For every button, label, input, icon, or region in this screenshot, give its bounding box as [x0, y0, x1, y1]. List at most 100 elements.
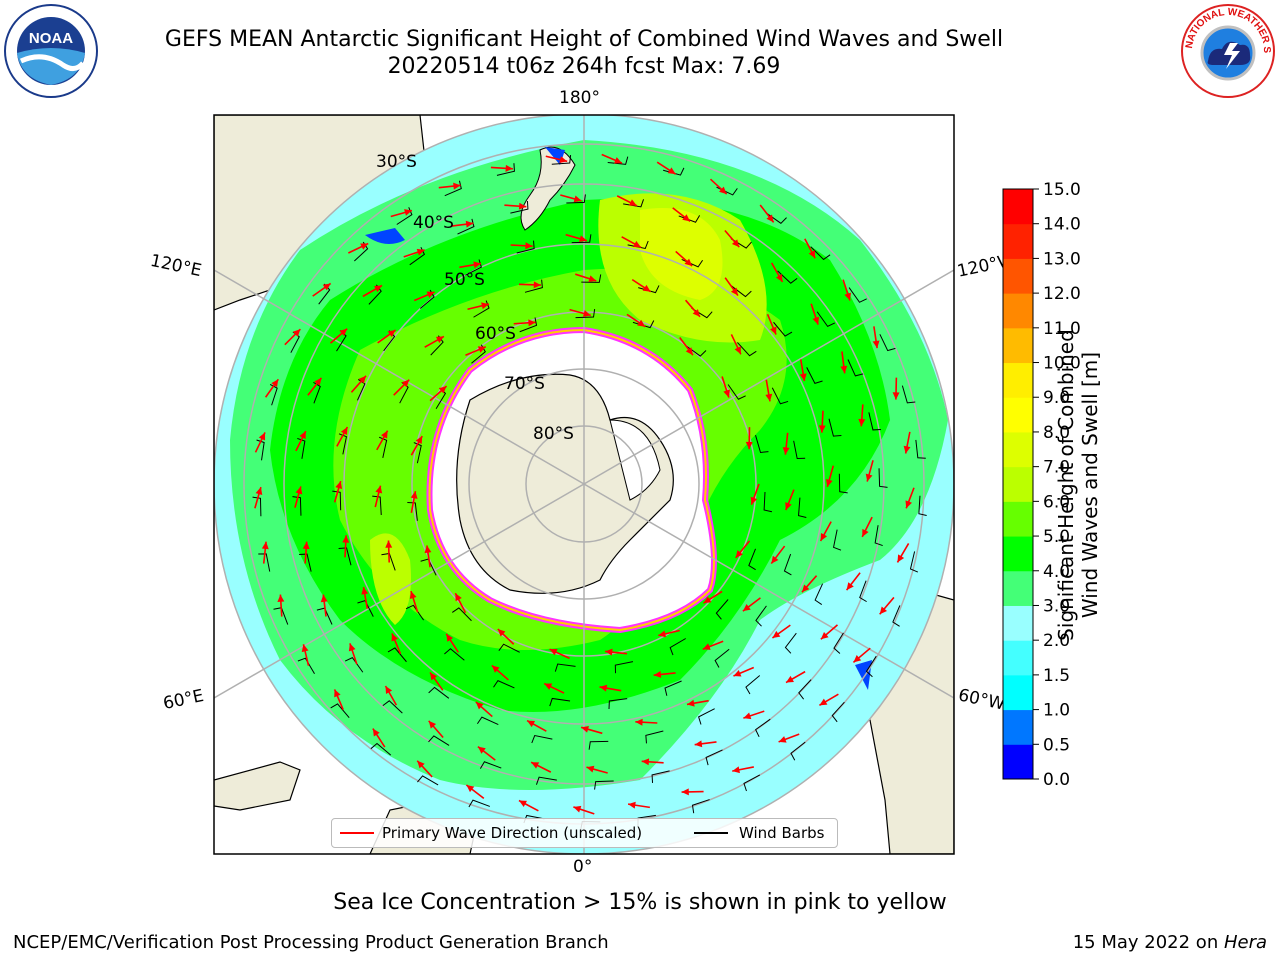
colorbar-tick-label: 0.0	[1043, 770, 1070, 790]
wind-barb	[519, 317, 538, 333]
sea-ice-note: Sea Ice Concentration > 15% is shown in …	[333, 890, 947, 915]
wave-arrow-head	[475, 701, 484, 710]
wave-arrow-head	[295, 486, 303, 495]
colorbar-tick-label: 1.5	[1043, 666, 1070, 686]
wave-arrow-head	[348, 643, 356, 652]
wind-barb	[516, 240, 535, 254]
colorbar-swatch	[1003, 570, 1033, 606]
wave-arrow-head	[775, 274, 783, 283]
wind-barb	[810, 246, 831, 261]
lat-label-60s: 60°S	[475, 324, 516, 344]
wind-barb	[771, 387, 789, 405]
colorbar-swatch	[1003, 536, 1033, 572]
wave-arrow-head	[681, 788, 689, 796]
wave-arrow-head	[417, 760, 425, 769]
colorbar-swatch	[1003, 674, 1033, 711]
wind-barb	[297, 437, 306, 459]
wave-arrow-head	[743, 712, 752, 720]
wind-barb	[790, 741, 806, 761]
wind-barb	[409, 246, 426, 266]
lat-label-50s: 50°S	[444, 270, 485, 290]
lat-label-80s: 80°S	[533, 424, 574, 444]
wave-arrow-head	[605, 648, 613, 656]
wave-arrow-head	[271, 379, 279, 388]
wind-barb	[737, 342, 757, 357]
wave-arrow-head	[632, 240, 641, 248]
wave-arrow-head	[628, 801, 636, 809]
wave-arrow-head	[428, 720, 437, 729]
colorbar-tick-label: 8.0	[1043, 423, 1070, 443]
wave-arrow-head	[292, 329, 301, 337]
wave-arrow-head	[613, 157, 622, 164]
wave-arrow-head	[785, 502, 792, 511]
wind-barb	[798, 497, 807, 519]
wave-arrow-head	[301, 644, 309, 653]
colorbar-tick-label: 5.0	[1043, 527, 1070, 547]
wave-direction-swatch	[340, 832, 374, 834]
wind-barb	[915, 439, 926, 459]
wind-barb	[669, 638, 686, 656]
wave-arrow-head	[586, 765, 595, 773]
wind-barb	[581, 274, 602, 283]
wind-barb	[451, 607, 472, 622]
wave-arrow-head	[819, 698, 828, 706]
wave-arrow-head	[528, 319, 536, 327]
wind-barb	[892, 605, 901, 627]
wave-arrow-head	[525, 242, 533, 250]
wave-arrow-head	[734, 346, 741, 355]
colorbar-title-line2: Wind Waves and Swell [m]	[1078, 351, 1102, 619]
wind-barb	[332, 490, 342, 511]
colorbar-swatch	[1003, 744, 1033, 780]
wave-arrow-head	[653, 671, 662, 678]
wind-barb	[783, 553, 792, 576]
wave-arrow-head	[853, 655, 862, 663]
wind-barb	[405, 604, 425, 621]
wind-barb	[755, 605, 767, 627]
wave-arrow-head	[840, 365, 848, 374]
colorbar-swatch	[1003, 431, 1033, 468]
wind-barb	[524, 279, 543, 293]
wind-barb	[344, 656, 364, 673]
footer-branch: NCEP/EMC/Verification Post Processing Pr…	[13, 932, 609, 953]
wave-arrow-head	[549, 649, 558, 656]
lat-label-40s: 40°S	[413, 213, 454, 233]
wave-arrow-head	[799, 373, 807, 382]
wave-arrow-head	[340, 427, 348, 436]
wave-arrow-head	[820, 532, 828, 541]
wind-barb	[338, 433, 348, 455]
wave-arrow-head	[897, 554, 905, 563]
wave-arrow-head	[703, 596, 712, 604]
colorbar-tick-label: 6.0	[1043, 492, 1070, 512]
wave-arrow-head	[578, 235, 587, 243]
lat-label-30s: 30°S	[376, 152, 417, 172]
colorbar-tick-label: 7.0	[1043, 458, 1070, 478]
wave-arrow-head	[533, 281, 541, 289]
colorbar-swatch	[1003, 605, 1033, 641]
wind-barb	[755, 435, 769, 454]
wind-barb	[498, 643, 520, 653]
wind-barb	[588, 740, 609, 750]
wave-arrow-head	[438, 386, 447, 394]
wave-arrow-head	[391, 633, 398, 642]
lat-label-70s: 70°S	[504, 374, 545, 394]
wind-barb	[468, 799, 490, 808]
colorbar-tick-label: 10.0	[1043, 354, 1081, 374]
wave-arrow-head	[702, 643, 711, 650]
wind-barb	[773, 321, 793, 337]
wave-arrow-head	[372, 728, 380, 737]
wave-arrow-head	[518, 202, 527, 210]
wind-barb	[901, 385, 916, 404]
wind-barb	[831, 701, 845, 723]
wave-arrow-head	[335, 481, 343, 490]
wind-barb	[554, 663, 576, 672]
wave-arrow-head	[322, 283, 331, 291]
wind-barb	[859, 580, 867, 603]
wave-arrow-head	[742, 604, 751, 612]
wind-barb	[743, 774, 761, 792]
colorbar-tick-label: 0.5	[1043, 735, 1070, 755]
wave-arrow-head	[426, 291, 435, 298]
colorbar-tick-label: 15.0	[1043, 180, 1081, 200]
lon-label-180: 180°	[559, 88, 600, 108]
wind-barb	[370, 742, 392, 756]
africa-land	[214, 761, 301, 811]
